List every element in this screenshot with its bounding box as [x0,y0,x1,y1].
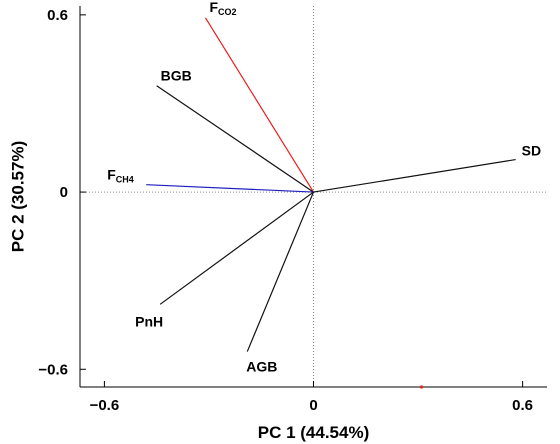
vector-pnh [159,191,314,305]
loading-vectors: FCO2 BGB SD FCH4 PnH AGB [107,0,541,375]
vector-fch4 [146,184,314,193]
vector-label-bgb: BGB [161,68,192,84]
x-tick-label: 0.6 [512,397,533,414]
y-tick-label: −0.6 [38,361,68,378]
vector-label-pnh: PnH [135,313,163,329]
y-tick-label: 0 [60,184,68,201]
vector-agb [246,191,315,352]
axis-ticks: −0.6 0 0.6 −0.6 0 0.6 [38,7,533,414]
data-point [419,385,424,389]
vector-label-fco2: FCO2 [209,0,236,17]
data-points [419,385,424,389]
x-tick-label: 0 [309,397,317,414]
y-axis-title: PC 2 (30.57%) [9,141,28,253]
vector-label-fch4: FCH4 [107,167,134,185]
vector-label-agb: AGB [246,359,277,375]
vector-sd [313,158,516,193]
x-tick-label: −0.6 [90,397,120,414]
vector-fco2 [204,17,315,193]
vector-label-sd: SD [522,143,541,159]
y-tick-label: 0.6 [47,7,68,24]
vector-bgb [156,85,314,193]
zero-reference-lines [80,6,547,387]
x-axis-title: PC 1 (44.54%) [258,423,370,442]
